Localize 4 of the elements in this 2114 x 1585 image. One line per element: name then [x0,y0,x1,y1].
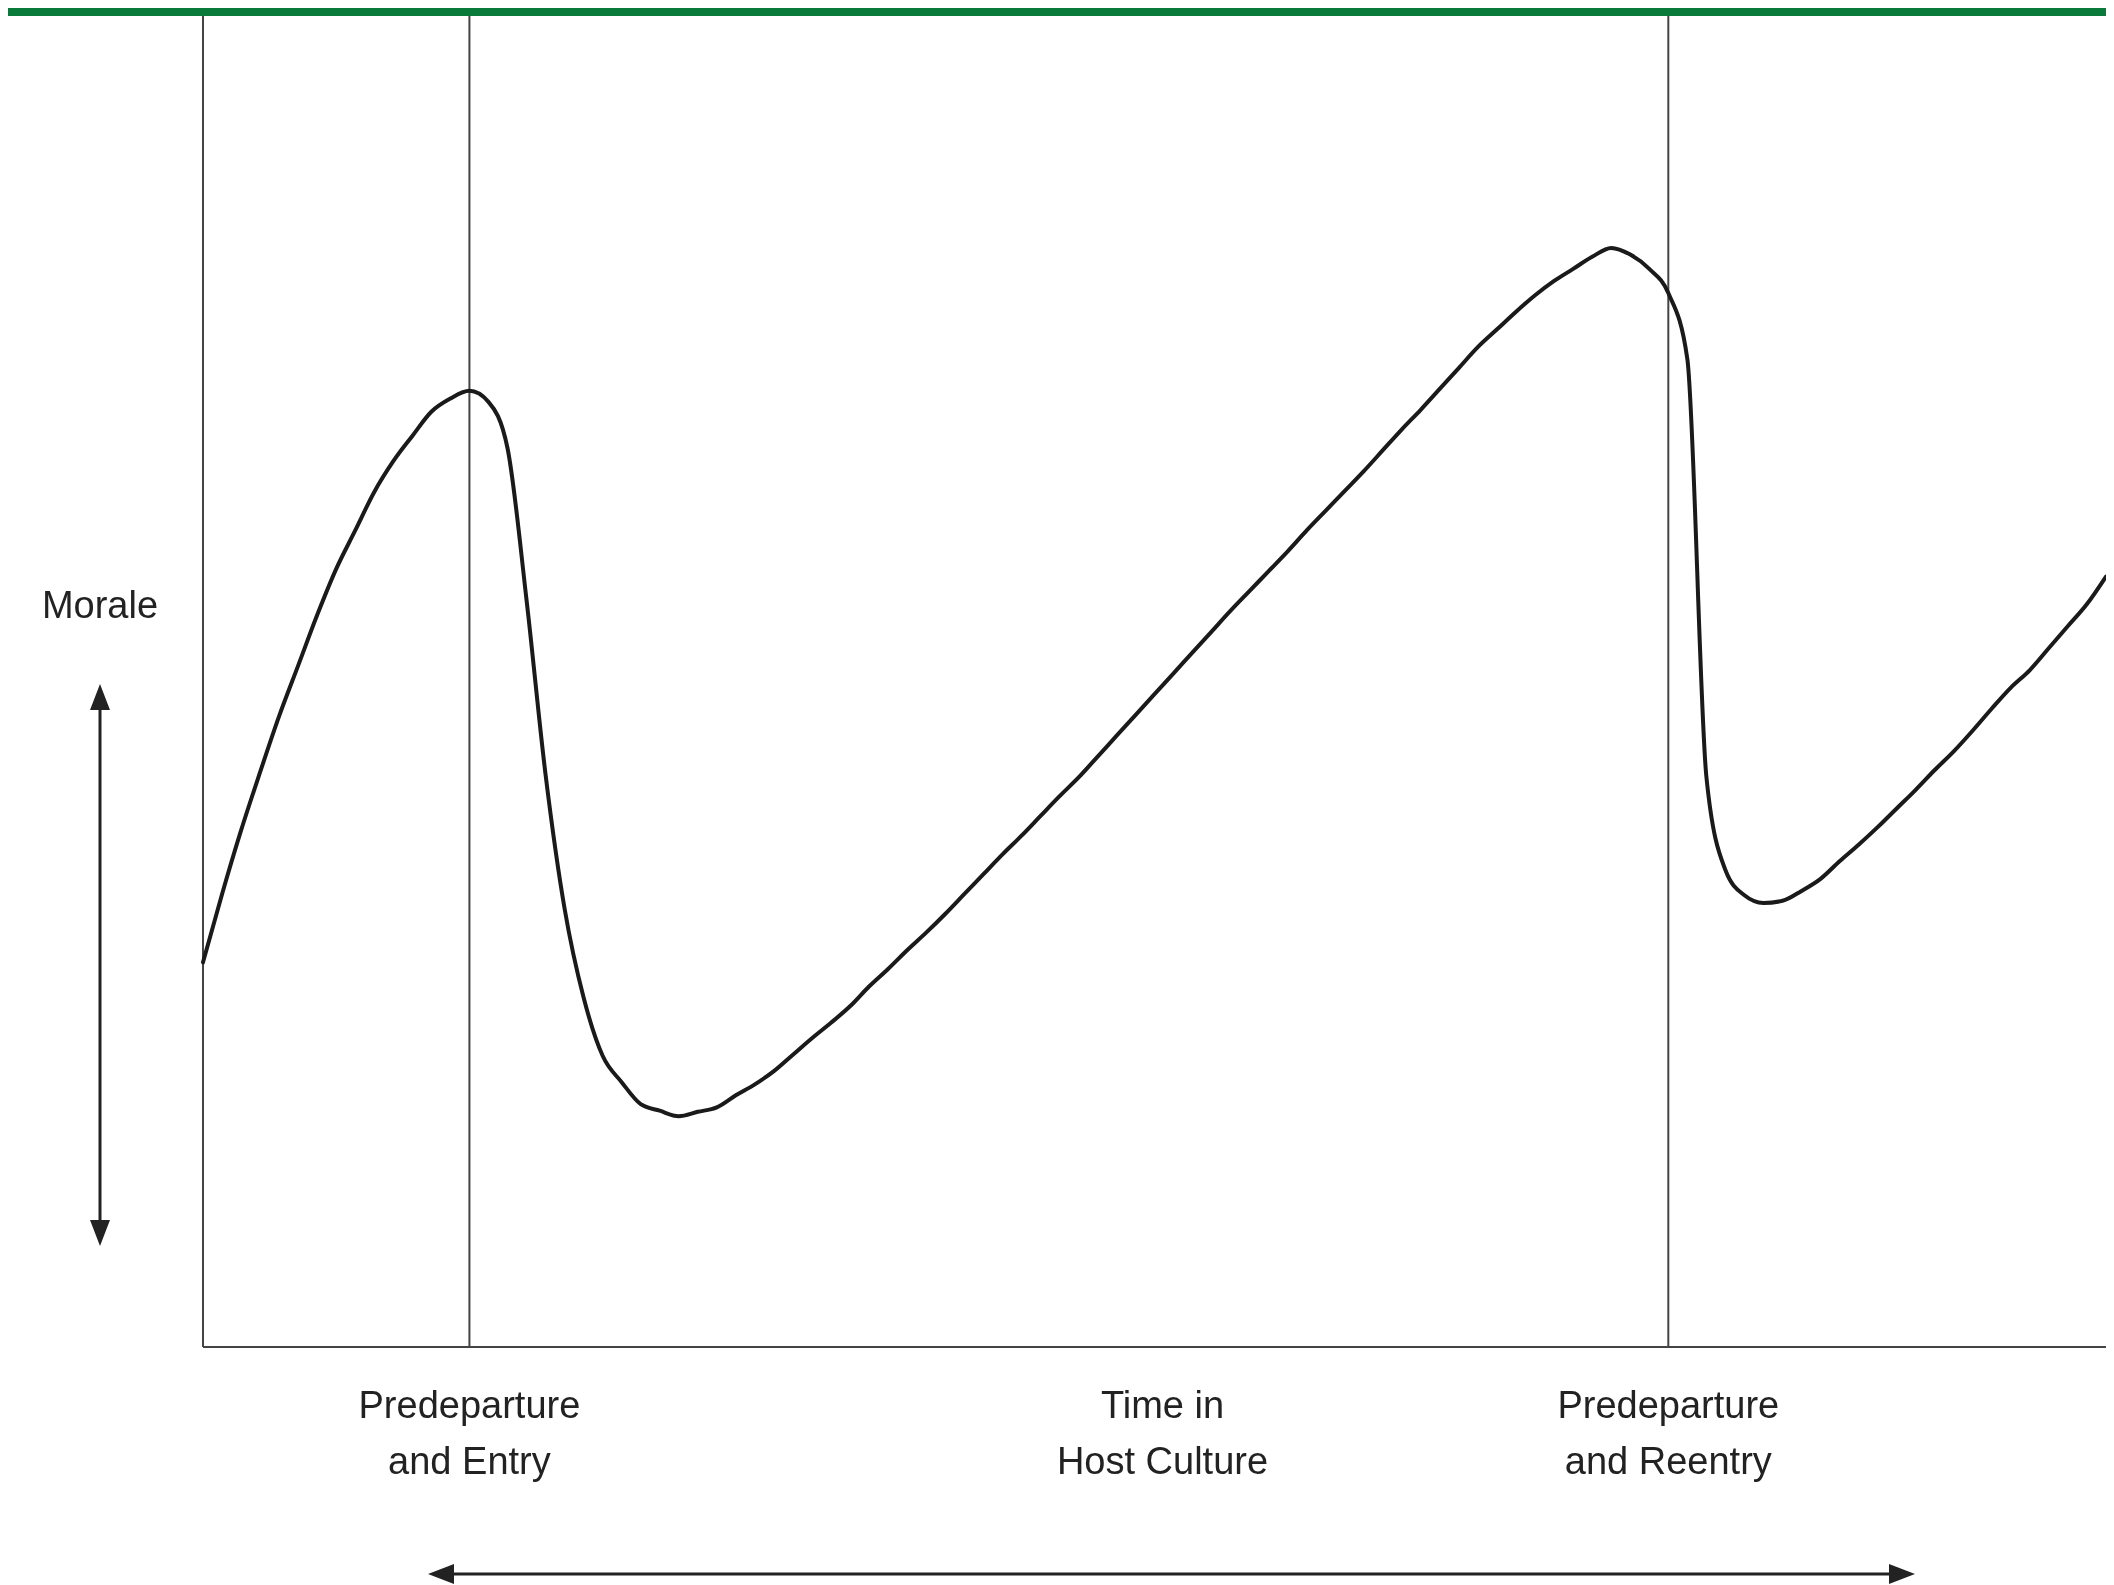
x-tick-label: Predeparture and Entry [358,1384,581,1482]
x-tick-label: Predeparture and Reentry [1557,1384,1780,1482]
y-axis-title: Morale [41,584,159,626]
x-axis-title: Time in Host Culture [1056,1384,1269,1482]
